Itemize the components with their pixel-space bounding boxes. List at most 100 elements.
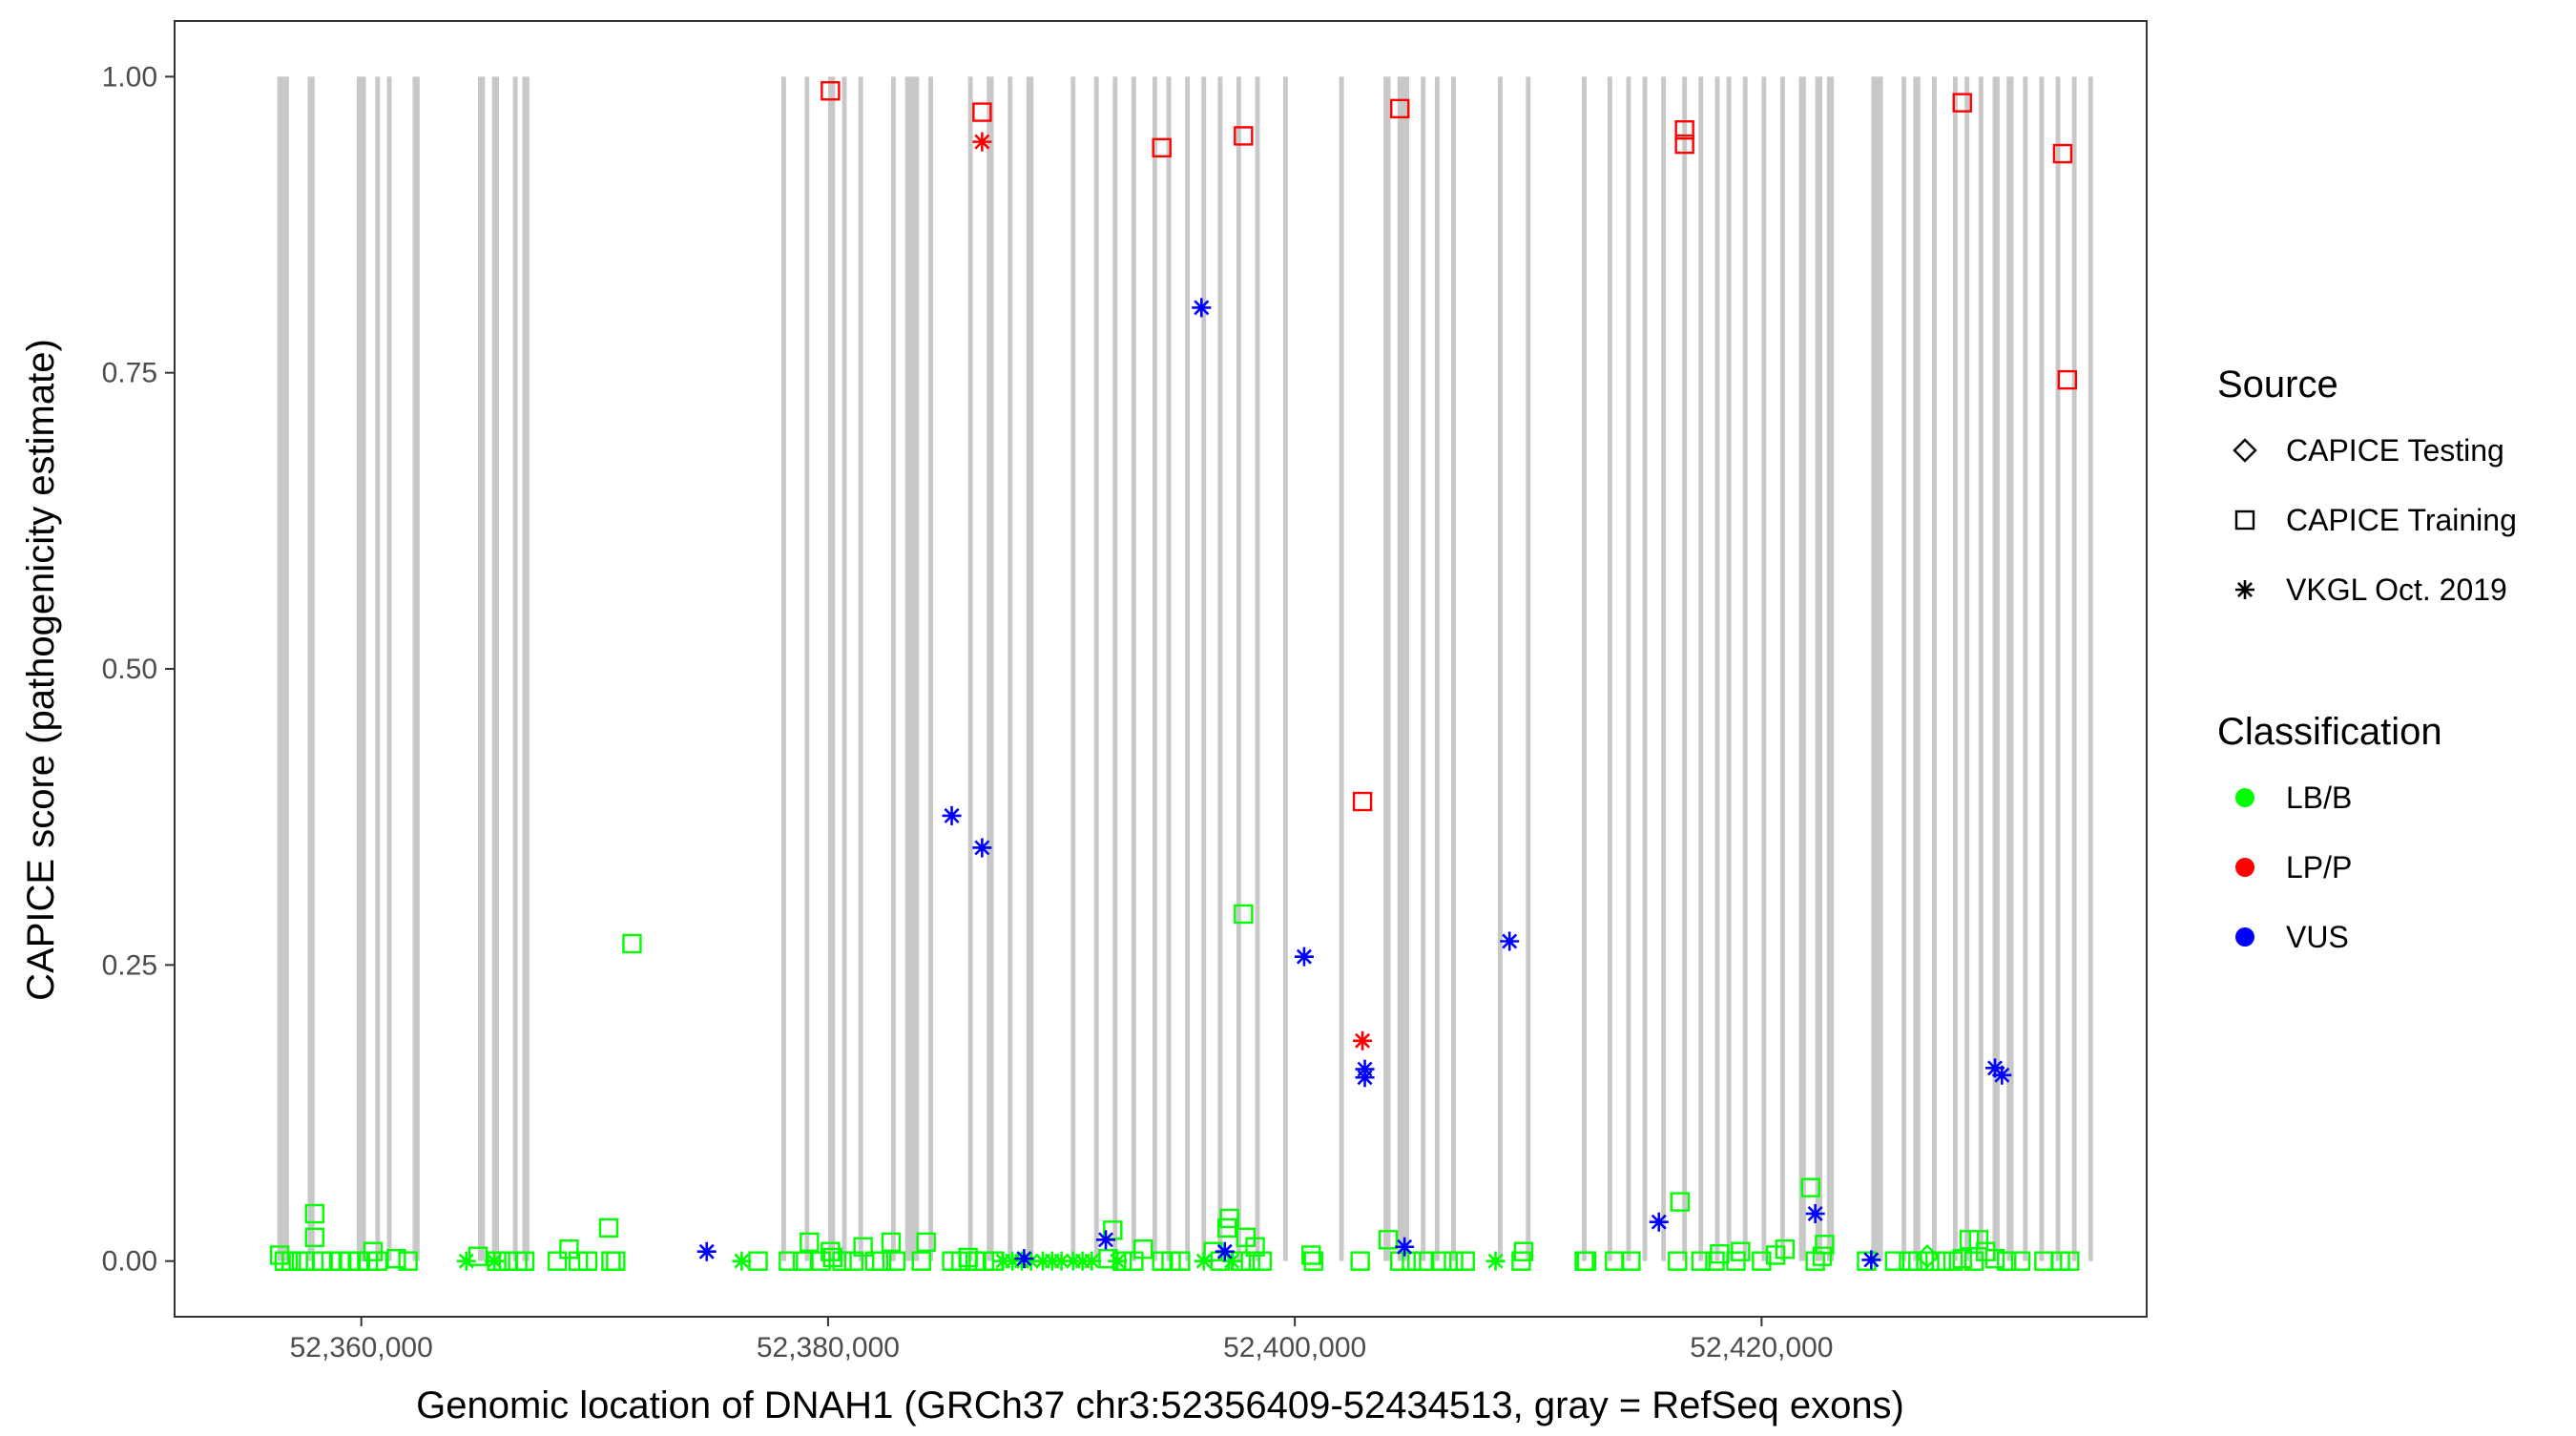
exon-band: [1255, 76, 1260, 1261]
legend-classification-label: LB/B: [2286, 780, 2352, 815]
point-lbb-square: [1815, 1235, 1835, 1255]
point-lbb-square: [1952, 1248, 1972, 1269]
exon-band: [1931, 76, 1937, 1261]
exon-band: [967, 76, 973, 1261]
exon-band: [1236, 76, 1241, 1261]
point-lbb-square: [398, 1251, 418, 1271]
exon-band: [1913, 76, 1921, 1261]
exon-band: [1826, 76, 1835, 1261]
exon-band: [1201, 76, 1207, 1261]
point-lbb-square: [885, 1251, 906, 1271]
point-lbb-square: [1731, 1241, 1751, 1261]
legend-classification-label: VUS: [2286, 920, 2349, 954]
point-vus-asterisk: [1649, 1212, 1669, 1232]
point-lpp-square: [972, 102, 992, 122]
point-lbb-asterisk: [1485, 1251, 1506, 1271]
exon-band: [1978, 76, 1984, 1261]
point-lbb-square: [269, 1245, 290, 1265]
point-lbb-square: [1621, 1251, 1641, 1271]
point-lbb-asterisk: [456, 1251, 476, 1271]
point-lbb-square: [1219, 1208, 1239, 1229]
exon-band: [1798, 76, 1806, 1261]
point-lpp-square: [1352, 791, 1373, 812]
exon-band: [1698, 76, 1704, 1261]
exon-band: [1434, 76, 1440, 1261]
exon-band: [1815, 76, 1822, 1261]
point-lbb-square: [916, 1232, 936, 1252]
point-lbb-square: [304, 1227, 324, 1248]
point-lbb-square: [1908, 1251, 1928, 1271]
exon-band: [1217, 76, 1223, 1261]
legend-source-label: CAPICE Training: [2286, 503, 2517, 537]
plot-panel-border: [174, 20, 2148, 1318]
point-vus-asterisk: [1992, 1065, 2012, 1085]
exon-band: [890, 76, 896, 1261]
exon-band: [386, 76, 392, 1261]
point-lbb-square: [1378, 1230, 1399, 1250]
point-vus-asterisk: [1985, 1058, 2005, 1078]
exon-band: [928, 76, 933, 1261]
y-tick-label: 0.50: [102, 654, 157, 685]
legend-source-items: CAPICE Testing CAPICE Training VKGL Oct. 2…: [2233, 433, 2517, 607]
point-lbb-square: [779, 1251, 799, 1271]
point-lbb-square: [853, 1237, 873, 1257]
point-lbb-square: [1968, 1230, 1989, 1250]
exon-band: [375, 76, 381, 1261]
exon-band: [2055, 76, 2061, 1261]
exon-band: [1451, 76, 1456, 1261]
legend: Source Classification CAPICE TestingCAPI…: [2217, 364, 2517, 954]
point-lbb-square: [367, 1251, 388, 1271]
point-lbb-square: [1997, 1251, 2017, 1271]
exon-band: [1070, 76, 1076, 1261]
exon-band: [1582, 76, 1587, 1261]
point-lbb-square: [577, 1251, 598, 1271]
point-lbb-square: [1444, 1251, 1464, 1271]
exon-band: [1397, 76, 1410, 1261]
legend-color-swatch: [2235, 927, 2254, 947]
point-lbb-asterisk: [1222, 1251, 1242, 1271]
exon-band: [804, 76, 810, 1261]
point-lbb-square: [1812, 1246, 1833, 1266]
exon-band: [1661, 76, 1667, 1261]
point-lbb-square: [1513, 1241, 1534, 1261]
point-lpp-square: [1234, 126, 1254, 146]
point-lbb-asterisk: [1194, 1251, 1214, 1271]
exon-band: [2006, 76, 2014, 1261]
x-tick-label: 52,400,000: [1223, 1332, 1366, 1363]
exon-band: [1339, 76, 1344, 1261]
point-lbb-asterisk: [1082, 1251, 1102, 1271]
point-vus-asterisk: [1395, 1237, 1415, 1257]
point-lbb-square: [1455, 1251, 1475, 1271]
exon-band: [1682, 76, 1688, 1261]
exon-band: [2023, 76, 2028, 1261]
point-vus-asterisk: [1192, 298, 1212, 318]
point-vus-asterisk: [942, 805, 962, 825]
point-lbb-square: [1303, 1251, 1323, 1271]
exon-band: [2088, 76, 2093, 1261]
point-lpp-square: [1674, 120, 1694, 140]
point-lbb-square: [1240, 1251, 1260, 1271]
legend-source-label: VKGL Oct. 2019: [2286, 572, 2507, 607]
point-vus-asterisk: [972, 838, 992, 858]
point-vus-asterisk: [1355, 1068, 1375, 1088]
point-lbb-square: [1576, 1251, 1597, 1271]
y-tick-label: 0.75: [102, 358, 157, 389]
x-tick-label: 52,380,000: [757, 1332, 900, 1363]
legend-classification-label: LP/P: [2286, 850, 2352, 884]
exon-band: [781, 76, 786, 1261]
exon-band: [1992, 76, 2000, 1261]
point-lbb-square: [1234, 904, 1254, 925]
y-axis-title: CAPICE score (pathogenicity estimate): [20, 339, 62, 1001]
exon-band: [1626, 76, 1631, 1261]
exon-band: [841, 76, 847, 1261]
point-vus-asterisk: [1096, 1230, 1116, 1250]
point-lbb-square: [871, 1251, 892, 1271]
point-lbb-square: [1301, 1245, 1321, 1265]
exon-band: [1008, 76, 1013, 1261]
exon-band: [904, 76, 920, 1261]
point-lpp-asterisk: [1353, 1030, 1373, 1051]
x-tick-label: 52,360,000: [290, 1332, 433, 1363]
legend-color-swatch: [2235, 788, 2254, 807]
point-lpp-asterisk: [972, 132, 992, 152]
